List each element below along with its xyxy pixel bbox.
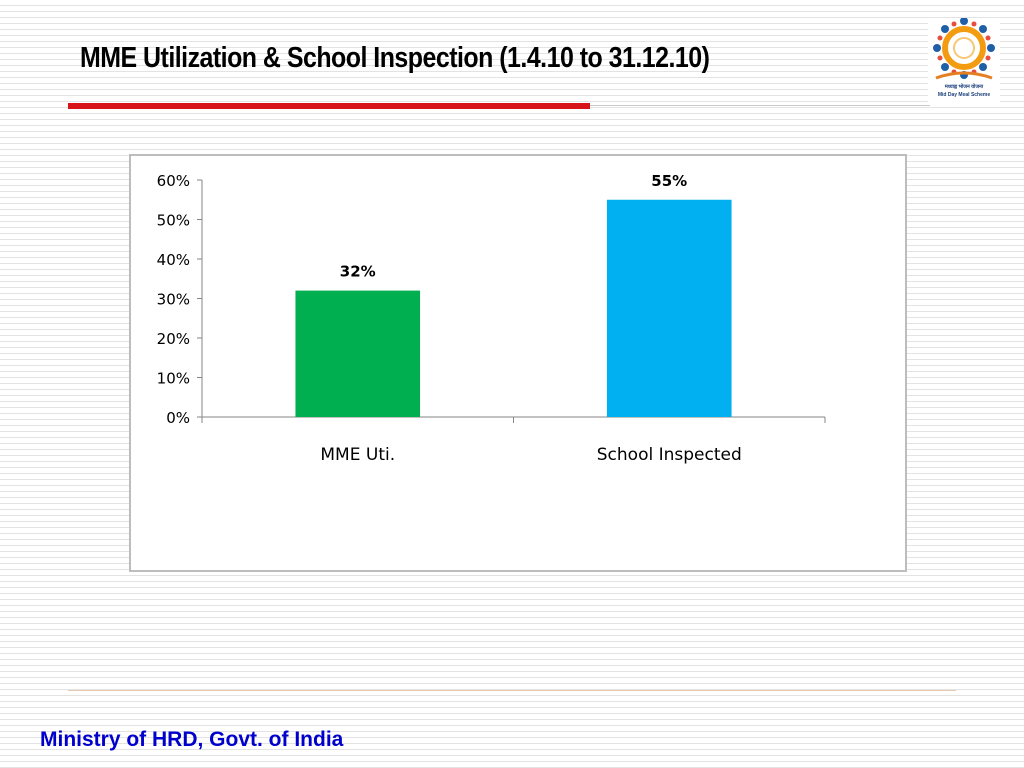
bar: [295, 290, 421, 417]
y-tick-label: 60%: [157, 172, 190, 190]
data-label: 55%: [651, 172, 687, 190]
logo-caption-hindi: मध्याह्न भोजन योजना: [944, 84, 984, 90]
x-category-label: School Inspected: [597, 445, 742, 465]
title-underline-grey: [590, 105, 930, 106]
y-tick-label: 30%: [157, 291, 190, 309]
chart-frame: 0% 10% 20% 30% 40% 50% 60% 32% MME Uti. 55% School…: [129, 154, 907, 572]
y-tick-label: 10%: [157, 370, 190, 388]
footer-text: Ministry of HRD, Govt. of India: [40, 728, 344, 751]
footer-divider: [68, 690, 956, 691]
y-tick-label: 50%: [157, 212, 190, 230]
mid-day-meal-logo: मध्याह्न भोजन योजना Mid Day Meal Scheme: [928, 17, 1000, 104]
y-tick-label: 40%: [157, 251, 190, 269]
bar-chart: 0% 10% 20% 30% 40% 50% 60% 32% MME Uti. 55% School…: [157, 172, 826, 465]
x-category-label: MME Uti.: [320, 445, 395, 465]
bar: [606, 199, 732, 417]
y-tick-label: 20%: [157, 330, 190, 348]
slide-title: MME Utilization & School Inspection (1.4…: [80, 42, 710, 74]
data-label: 32%: [340, 263, 376, 281]
logo-caption-english: Mid Day Meal Scheme: [937, 92, 991, 98]
title-underline-red: [68, 103, 590, 109]
mid-day-meal-logo-icon: [933, 17, 995, 80]
y-tick-label: 0%: [166, 409, 190, 427]
